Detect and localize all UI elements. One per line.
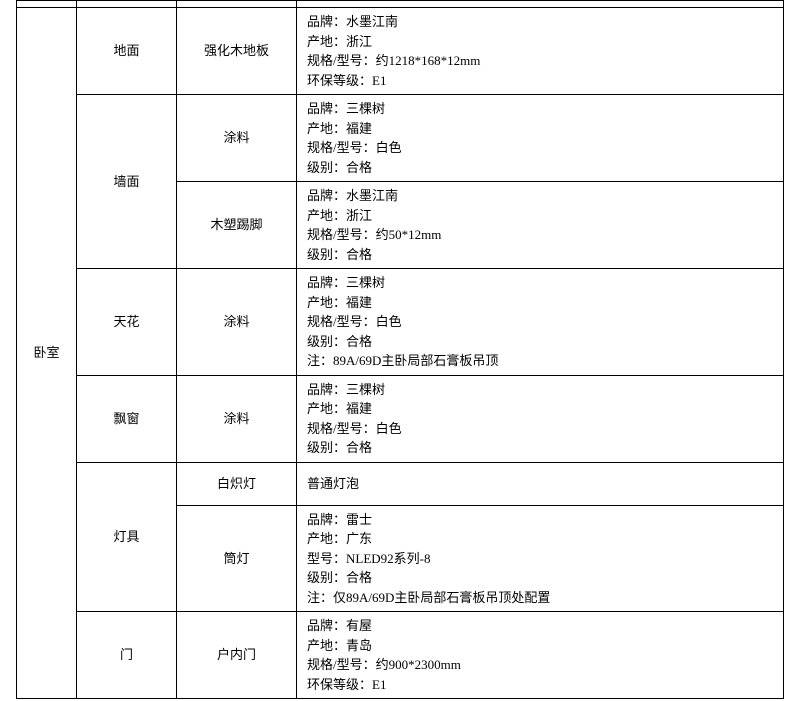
label: 规格/型号： <box>307 314 376 329</box>
label: 级别： <box>307 440 346 455</box>
label: 产地： <box>307 401 346 416</box>
value: 浙江 <box>346 208 372 223</box>
value: 普通灯泡 <box>307 476 359 491</box>
material-cell: 筒灯 <box>177 505 297 612</box>
label: 级别： <box>307 247 346 262</box>
value: 约50*12mm <box>376 227 442 242</box>
part-cell: 地面 <box>77 8 177 95</box>
material-cell: 白炽灯 <box>177 462 297 505</box>
detail-cell: 品牌：水墨江南 产地：浙江 规格/型号：约50*12mm 级别：合格 <box>297 182 784 269</box>
value: 白色 <box>376 314 402 329</box>
label: 品牌： <box>307 618 346 633</box>
label: 注： <box>307 353 333 368</box>
material-cell: 涂料 <box>177 269 297 376</box>
value: 浙江 <box>346 34 372 49</box>
detail-cell: 普通灯泡 <box>297 462 784 505</box>
label: 产地： <box>307 531 346 546</box>
detail-cell: 品牌：水墨江南 产地：浙江 规格/型号：约1218*168*12mm 环保等级：… <box>297 8 784 95</box>
detail-cell: 品牌：雷士 产地：广东 型号：NLED92系列-8 级别：合格 注：仅89A/6… <box>297 505 784 612</box>
value: 福建 <box>346 401 372 416</box>
part-cell: 飘窗 <box>77 375 177 462</box>
value: 合格 <box>346 570 372 585</box>
value: 白色 <box>376 140 402 155</box>
detail-cell: 品牌：三棵树 产地：福建 规格/型号：白色 级别：合格 <box>297 95 784 182</box>
material-cell: 户内门 <box>177 612 297 699</box>
material-cell: 木塑踢脚 <box>177 182 297 269</box>
table-row: 门 户内门 品牌：有屋 产地：青岛 规格/型号：约900*2300mm 环保等级… <box>17 612 784 699</box>
label: 规格/型号： <box>307 657 376 672</box>
value: 白色 <box>376 421 402 436</box>
label: 规格/型号： <box>307 227 376 242</box>
value: 合格 <box>346 334 372 349</box>
label: 规格/型号： <box>307 140 376 155</box>
label: 品牌： <box>307 512 346 527</box>
label: 品牌： <box>307 275 346 290</box>
room-cell: 卧室 <box>17 8 77 699</box>
label: 品牌： <box>307 14 346 29</box>
value: 福建 <box>346 295 372 310</box>
part-cell: 墙面 <box>77 95 177 269</box>
label: 产地： <box>307 638 346 653</box>
value: E1 <box>372 677 386 692</box>
spec-table: 卧室 地面 强化木地板 品牌：水墨江南 产地：浙江 规格/型号：约1218*16… <box>16 0 784 699</box>
detail-cell: 品牌：有屋 产地：青岛 规格/型号：约900*2300mm 环保等级：E1 <box>297 612 784 699</box>
table-row: 天花 涂料 品牌：三棵树 产地：福建 规格/型号：白色 级别：合格 注：89A/… <box>17 269 784 376</box>
table-row: 灯具 白炽灯 普通灯泡 <box>17 462 784 505</box>
value: 水墨江南 <box>346 188 398 203</box>
detail-cell: 品牌：三棵树 产地：福建 规格/型号：白色 级别：合格 <box>297 375 784 462</box>
value: 三棵树 <box>346 382 385 397</box>
material-cell: 涂料 <box>177 375 297 462</box>
label: 规格/型号： <box>307 421 376 436</box>
label: 产地： <box>307 295 346 310</box>
part-cell: 天花 <box>77 269 177 376</box>
value: 广东 <box>346 531 372 546</box>
part-cell: 灯具 <box>77 462 177 612</box>
value: 合格 <box>346 160 372 175</box>
value: 仅89A/69D主卧局部石膏板吊顶处配置 <box>333 590 550 605</box>
label: 环保等级： <box>307 677 372 692</box>
label: 产地： <box>307 34 346 49</box>
value: E1 <box>372 73 386 88</box>
table-row: 墙面 涂料 品牌：三棵树 产地：福建 规格/型号：白色 级别：合格 <box>17 95 784 182</box>
material-cell: 强化木地板 <box>177 8 297 95</box>
value: 89A/69D主卧局部石膏板吊顶 <box>333 353 498 368</box>
value: NLED92系列-8 <box>346 551 431 566</box>
label: 型号： <box>307 551 346 566</box>
label: 级别： <box>307 570 346 585</box>
value: 三棵树 <box>346 275 385 290</box>
label: 品牌： <box>307 382 346 397</box>
value: 水墨江南 <box>346 14 398 29</box>
label: 注： <box>307 590 333 605</box>
table-row: 飘窗 涂料 品牌：三棵树 产地：福建 规格/型号：白色 级别：合格 <box>17 375 784 462</box>
value: 三棵树 <box>346 101 385 116</box>
value: 青岛 <box>346 638 372 653</box>
label: 级别： <box>307 160 346 175</box>
label: 规格/型号： <box>307 53 376 68</box>
material-cell: 涂料 <box>177 95 297 182</box>
value: 合格 <box>346 247 372 262</box>
value: 约1218*168*12mm <box>376 53 481 68</box>
value: 合格 <box>346 440 372 455</box>
label: 环保等级： <box>307 73 372 88</box>
label: 产地： <box>307 121 346 136</box>
value: 有屋 <box>346 618 372 633</box>
label: 品牌： <box>307 101 346 116</box>
detail-cell: 品牌：三棵树 产地：福建 规格/型号：白色 级别：合格 注：89A/69D主卧局… <box>297 269 784 376</box>
value: 福建 <box>346 121 372 136</box>
label: 品牌： <box>307 188 346 203</box>
label: 级别： <box>307 334 346 349</box>
value: 雷士 <box>346 512 372 527</box>
table-row: 卧室 地面 强化木地板 品牌：水墨江南 产地：浙江 规格/型号：约1218*16… <box>17 8 784 95</box>
cutoff-row <box>17 1 784 8</box>
value: 约900*2300mm <box>376 657 461 672</box>
label: 产地： <box>307 208 346 223</box>
part-cell: 门 <box>77 612 177 699</box>
